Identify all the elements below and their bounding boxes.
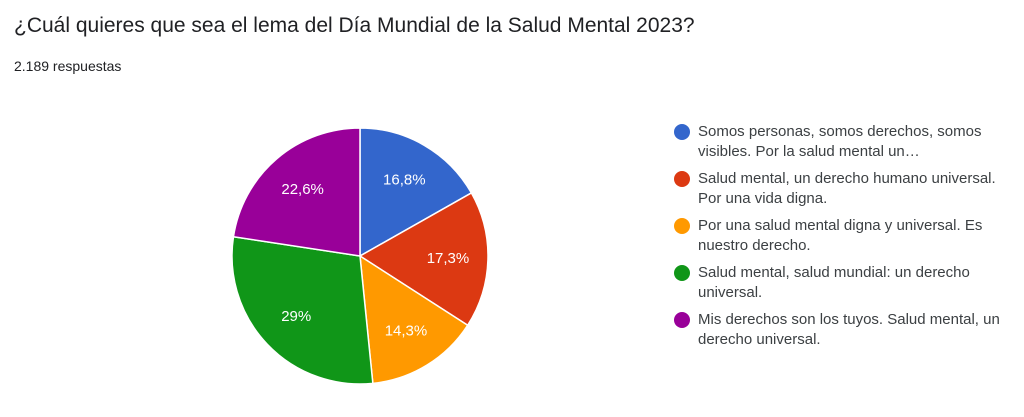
legend-swatch	[674, 171, 690, 187]
pie-slice-1[interactable]	[359, 127, 473, 258]
slice-label-4: 29%	[281, 308, 311, 325]
legend-item-1[interactable]: Somos personas, somos derechos, somos vi…	[674, 122, 1014, 162]
pie-slice-3[interactable]	[359, 254, 469, 385]
pie-chart: 16,8% 17,3% 14,3% 29% 22,6%	[231, 127, 489, 385]
legend-item-4[interactable]: Salud mental, salud mundial: un derecho …	[674, 263, 1014, 303]
chart-legend: Somos personas, somos derechos, somos vi…	[674, 122, 1014, 357]
legend-label: Salud mental, salud mundial: un derecho …	[698, 264, 970, 301]
legend-label: Somos personas, somos derechos, somos vi…	[698, 123, 982, 160]
pie-slice-2[interactable]	[358, 191, 489, 327]
legend-swatch	[674, 312, 690, 328]
pie-slice-4[interactable]	[231, 235, 374, 385]
slice-label-5: 22,6%	[281, 181, 324, 198]
legend-item-3[interactable]: Por una salud mental digna y universal. …	[674, 216, 1014, 256]
legend-label: Salud mental, un derecho humano universa…	[698, 170, 996, 207]
legend-item-5[interactable]: Mis derechos son los tuyos. Salud mental…	[674, 310, 1014, 350]
legend-label: Por una salud mental digna y universal. …	[698, 217, 983, 254]
legend-swatch	[674, 218, 690, 234]
chart-title: ¿Cuál quieres que sea el lema del Día Mu…	[14, 14, 695, 37]
response-count: 2.189 respuestas	[14, 58, 122, 74]
legend-item-2[interactable]: Salud mental, un derecho humano universa…	[674, 169, 1014, 209]
legend-swatch	[674, 124, 690, 140]
slice-label-1: 16,8%	[383, 171, 426, 188]
slice-label-2: 17,3%	[427, 250, 470, 267]
legend-swatch	[674, 265, 690, 281]
legend-label: Mis derechos son los tuyos. Salud mental…	[698, 311, 1000, 348]
slice-label-3: 14,3%	[385, 323, 428, 340]
pie-slice-5[interactable]	[232, 127, 361, 257]
